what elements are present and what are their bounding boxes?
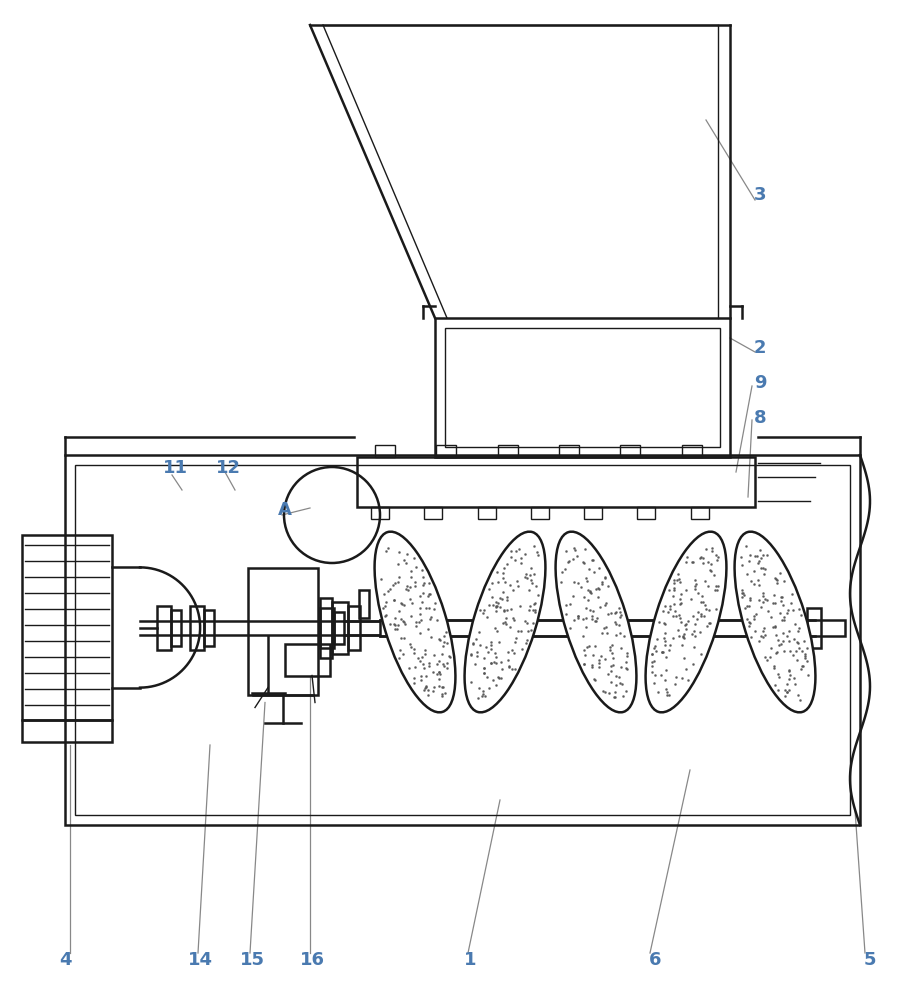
Text: 6: 6: [648, 951, 661, 969]
Bar: [358, 589, 369, 617]
Bar: [375, 445, 394, 457]
Bar: [320, 607, 334, 648]
Bar: [619, 445, 640, 457]
Bar: [370, 507, 389, 519]
Text: 8: 8: [753, 409, 766, 427]
Bar: [530, 507, 549, 519]
Bar: [22, 720, 112, 742]
Text: 9: 9: [753, 374, 766, 392]
Bar: [22, 535, 112, 720]
Text: 14: 14: [187, 951, 212, 969]
Bar: [559, 445, 578, 457]
Bar: [285, 644, 330, 676]
Bar: [334, 611, 344, 644]
Text: 3: 3: [753, 186, 766, 204]
Bar: [75, 465, 849, 815]
Ellipse shape: [555, 532, 636, 712]
Bar: [204, 609, 214, 646]
Bar: [157, 605, 171, 650]
Bar: [690, 507, 708, 519]
Text: 11: 11: [163, 459, 187, 477]
Text: 4: 4: [59, 951, 71, 969]
Bar: [347, 605, 359, 650]
Bar: [190, 605, 204, 650]
Bar: [65, 455, 859, 825]
Text: 1: 1: [463, 951, 476, 969]
Text: 16: 16: [300, 951, 324, 969]
Ellipse shape: [464, 532, 545, 712]
Bar: [380, 619, 844, 636]
Ellipse shape: [645, 532, 726, 712]
Text: 12: 12: [215, 459, 240, 477]
Ellipse shape: [374, 532, 455, 712]
Bar: [424, 507, 442, 519]
Bar: [435, 318, 729, 457]
Bar: [584, 507, 602, 519]
Text: 15: 15: [239, 951, 265, 969]
Bar: [477, 507, 495, 519]
Text: A: A: [278, 501, 291, 519]
Bar: [357, 457, 754, 507]
Bar: [681, 445, 701, 457]
Bar: [332, 601, 347, 654]
Text: 5: 5: [863, 951, 875, 969]
Text: 2: 2: [753, 339, 766, 357]
Ellipse shape: [733, 532, 814, 712]
Bar: [171, 609, 181, 646]
Bar: [436, 445, 456, 457]
Bar: [320, 597, 332, 658]
Bar: [445, 328, 720, 447]
Bar: [248, 568, 318, 695]
Bar: [806, 607, 820, 648]
Bar: [497, 445, 517, 457]
Bar: [637, 507, 654, 519]
